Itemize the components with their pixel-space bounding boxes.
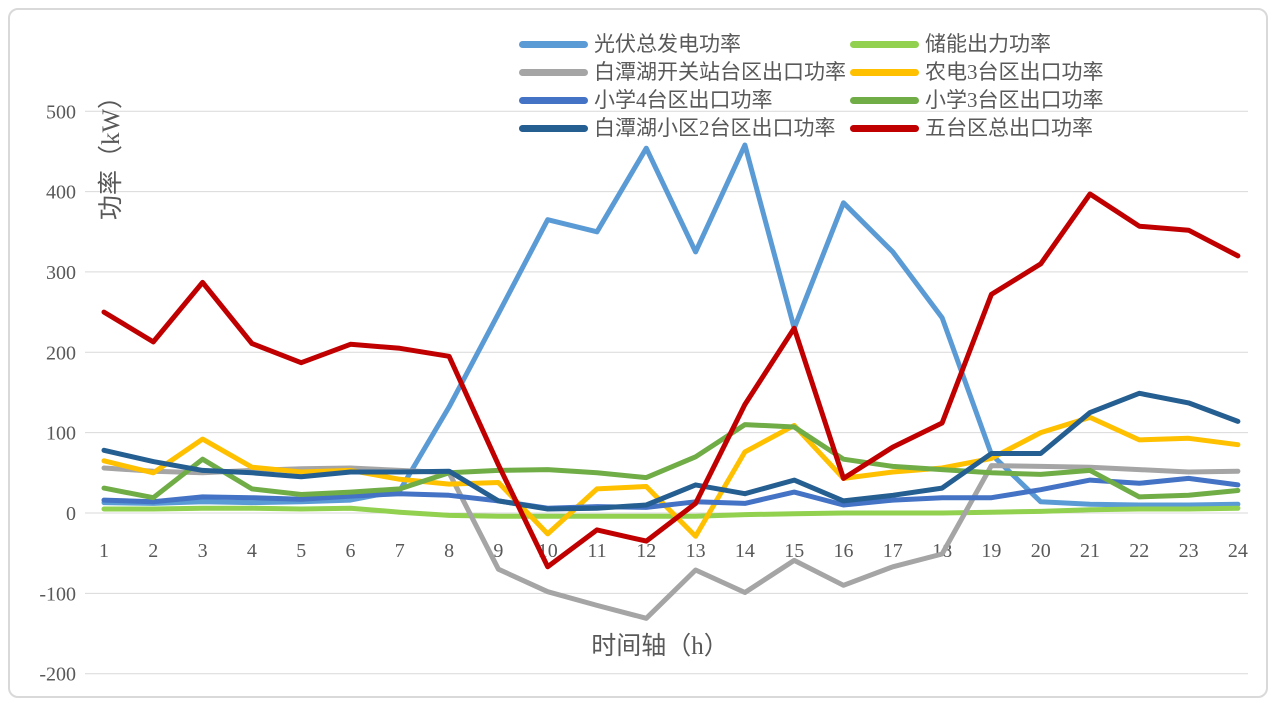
x-tick-label: 2 <box>148 540 158 562</box>
y-tick-label: 500 <box>46 101 76 123</box>
x-tick-label: 12 <box>636 540 656 562</box>
x-tick-label: 24 <box>1228 540 1248 562</box>
series-line-7 <box>101 390 1241 512</box>
legend-label: 白潭湖小区2台区出口功率 <box>594 115 836 140</box>
x-tick-label: 4 <box>247 540 257 562</box>
x-tick-label: 23 <box>1179 540 1199 562</box>
series-line-3 <box>101 463 1241 621</box>
x-tick-label: 20 <box>1031 540 1051 562</box>
legend-swatch <box>519 40 588 48</box>
legend-item: 白潭湖小区2台区出口功率 <box>519 114 850 142</box>
legend-item: 白潭湖开关站台区出口功率 <box>519 58 850 86</box>
legend-swatch <box>850 96 919 104</box>
y-tick-label: -100 <box>39 583 76 605</box>
series-line-4 <box>101 414 1241 539</box>
series-line-5 <box>101 475 1241 511</box>
legend-label: 小学4台区出口功率 <box>594 87 773 112</box>
legend-label: 农电3台区出口功率 <box>925 59 1104 84</box>
x-tick-label: 11 <box>587 540 606 562</box>
legend-swatch <box>519 96 588 104</box>
x-axis-title: 时间轴（h） <box>591 632 729 660</box>
legend-item: 小学4台区出口功率 <box>519 86 850 114</box>
y-tick-label: 0 <box>66 503 76 525</box>
series-line-6 <box>101 422 1241 501</box>
x-tick-label: 15 <box>784 540 804 562</box>
chart-legend: 光伏总发电功率 储能出力功率白潭湖开关站台区出口功率 农电3台区出口功率小学4台区出… <box>519 30 1104 142</box>
x-tick-label: 6 <box>346 540 356 562</box>
x-tick-label: 21 <box>1080 540 1100 562</box>
x-tick-label: 5 <box>296 540 306 562</box>
y-tick-label: 200 <box>46 342 76 364</box>
legend-label: 五台区总出口功率 <box>925 115 1093 140</box>
legend-item: 储能出力功率 <box>850 30 1104 58</box>
legend-item: 农电3台区出口功率 <box>850 58 1104 86</box>
legend-swatch <box>850 40 919 48</box>
x-tick-label: 7 <box>395 540 405 562</box>
legend-item: 五台区总出口功率 <box>850 114 1104 142</box>
x-tick-label: 8 <box>444 540 454 562</box>
series-lines <box>101 142 1241 621</box>
y-tick-label: 300 <box>46 262 76 284</box>
x-tick-label: 16 <box>834 540 854 562</box>
x-tick-label: 14 <box>735 540 755 562</box>
legend-swatch <box>850 68 919 76</box>
series-line-8 <box>101 191 1241 570</box>
legend-item: 光伏总发电功率 <box>519 30 850 58</box>
legend-swatch <box>850 124 919 132</box>
legend-swatch <box>519 124 588 132</box>
y-tick-label: -200 <box>39 664 76 686</box>
legend-label: 储能出力功率 <box>925 31 1051 56</box>
x-tick-label: 13 <box>686 540 706 562</box>
x-tick-label: 19 <box>981 540 1001 562</box>
y-tick-label: 400 <box>46 182 76 204</box>
x-tick-label: 9 <box>493 540 503 562</box>
x-tick-label: 17 <box>883 540 903 562</box>
y-tick-label: 100 <box>46 423 76 445</box>
x-tick-label: 1 <box>99 540 109 562</box>
legend-swatch <box>519 68 588 76</box>
series-line-2 <box>101 505 1241 519</box>
legend-label: 光伏总发电功率 <box>594 31 741 56</box>
series-line-1 <box>101 142 1241 508</box>
y-axis-title: 功率（kW） <box>97 84 125 220</box>
legend-label: 小学3台区出口功率 <box>925 87 1104 112</box>
legend-item: 小学3台区出口功率 <box>850 86 1104 114</box>
x-tick-label: 22 <box>1129 540 1149 562</box>
x-tick-label: 3 <box>198 540 208 562</box>
legend-label: 白潭湖开关站台区出口功率 <box>594 59 846 84</box>
